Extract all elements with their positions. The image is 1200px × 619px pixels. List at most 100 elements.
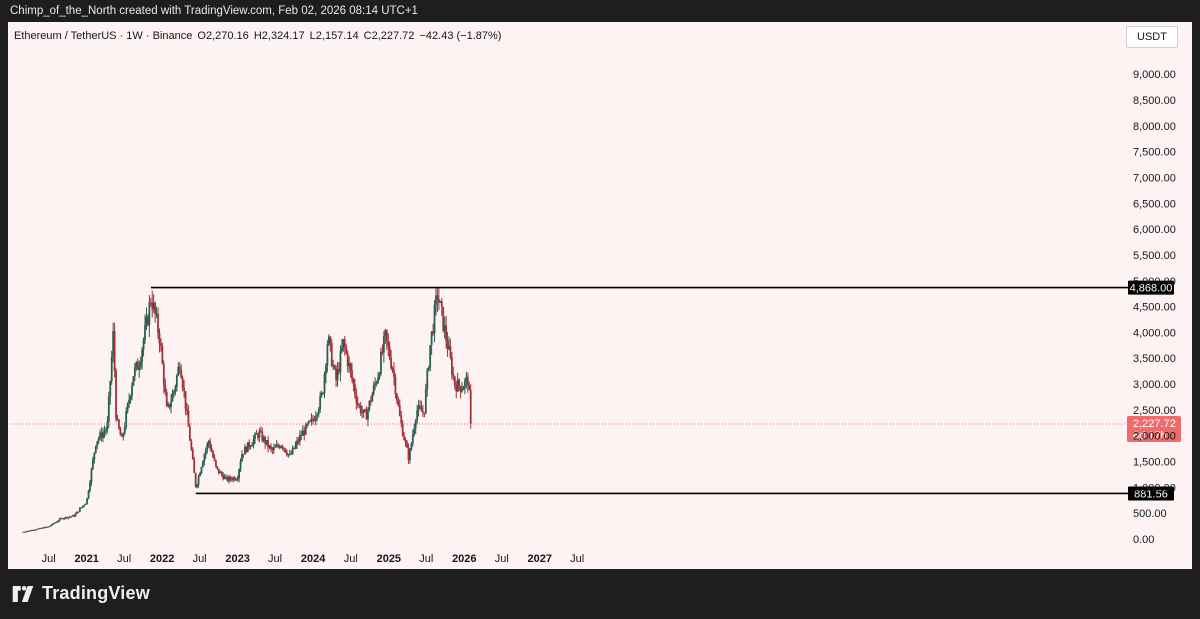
- y-tick-label: 5,000.00: [1133, 276, 1176, 288]
- candle-body: [148, 302, 151, 325]
- brand[interactable]: TradingView: [10, 583, 150, 604]
- y-tick-label: 1,500.00: [1133, 457, 1176, 469]
- candle-body: [178, 366, 181, 370]
- candle-body: [116, 418, 119, 420]
- candle-body: [57, 520, 60, 522]
- x-tick-label: 2022: [150, 553, 174, 565]
- candle-body: [242, 454, 245, 456]
- candle-body: [158, 332, 161, 344]
- candle-body: [31, 529, 33, 531]
- candle-body: [236, 478, 239, 480]
- low-value: L2,157.14: [309, 30, 359, 42]
- candle-body: [364, 409, 366, 412]
- candle-body: [251, 444, 254, 447]
- candle-body: [157, 313, 159, 333]
- candle-body: [270, 445, 272, 449]
- candle-body: [190, 440, 193, 450]
- candle-body: [29, 530, 32, 532]
- candle-body: [381, 351, 384, 353]
- candle-body: [465, 376, 468, 381]
- x-tick-label: Jul: [419, 553, 433, 565]
- symbol-label[interactable]: Ethereum / TetherUS · 1W · Binance: [14, 30, 193, 42]
- candle-body: [267, 440, 269, 448]
- candle-body: [423, 412, 426, 414]
- candle-body: [453, 376, 456, 387]
- candle-body: [261, 431, 264, 441]
- candle-body: [228, 476, 230, 481]
- chart-credit: Chimp_of_the_North created with TradingV…: [10, 5, 418, 17]
- x-tick-label: 2025: [377, 553, 401, 565]
- candle-body: [151, 302, 154, 310]
- candle-body: [60, 518, 62, 520]
- candle-body: [382, 336, 385, 353]
- candle-body: [239, 461, 242, 470]
- candle-body: [99, 432, 102, 439]
- x-tick-label: 2021: [74, 553, 98, 565]
- candle-body: [319, 395, 322, 410]
- y-axis: 0.00 500.00 1,000.00 1,500.00 2,000.00 2,500.…: [1133, 69, 1176, 546]
- candle-body: [194, 472, 197, 487]
- candle-body: [25, 531, 28, 533]
- candle-body: [91, 459, 94, 469]
- candle-body: [461, 389, 463, 392]
- candle-body: [131, 385, 133, 397]
- candle-body: [384, 330, 387, 337]
- candle-body: [329, 336, 332, 344]
- candle-body: [404, 439, 407, 443]
- candle-body: [220, 471, 223, 475]
- candle-body: [42, 527, 45, 529]
- candle-body: [175, 375, 178, 387]
- candles-layer: [22, 286, 472, 533]
- candle-body: [225, 476, 227, 478]
- candle-body: [285, 452, 288, 456]
- candle-body: [446, 340, 449, 350]
- candle-body: [215, 460, 217, 467]
- candle-body: [400, 415, 403, 424]
- candle-body: [226, 476, 229, 481]
- x-tick-label: 2027: [528, 553, 552, 565]
- candle-body: [377, 377, 379, 383]
- candle-body: [149, 302, 152, 304]
- y-tick-label: 8,000.00: [1133, 121, 1176, 133]
- last-price-tag: [1127, 415, 1181, 442]
- candle-body: [320, 393, 323, 396]
- candle-body: [280, 445, 282, 448]
- candle-body: [203, 454, 206, 462]
- candle-body: [252, 438, 255, 445]
- candle-body: [368, 400, 371, 410]
- candle-body: [278, 446, 281, 448]
- y-tick-label: 4,500.00: [1133, 302, 1176, 314]
- candle-body: [155, 313, 158, 315]
- candle-body: [197, 476, 200, 485]
- countdown-label: 6d 17h: [1133, 430, 1167, 442]
- currency-button[interactable]: USDT: [1126, 26, 1178, 48]
- candle-body: [417, 405, 420, 411]
- candle-body: [413, 428, 416, 435]
- y-tick-label: 2,500.00: [1133, 405, 1176, 417]
- candle-body: [450, 357, 453, 375]
- y-tick-label: 2,000.00: [1133, 431, 1176, 443]
- candle-body: [123, 426, 126, 434]
- candle-body: [264, 437, 267, 445]
- candle-body: [199, 473, 201, 477]
- level-tag: [1128, 280, 1174, 295]
- candle-body: [365, 411, 368, 420]
- candle-body: [196, 484, 199, 487]
- candle-body: [77, 511, 80, 513]
- candle-body: [136, 362, 139, 370]
- candle-body: [202, 461, 204, 468]
- candle-body: [297, 440, 300, 442]
- candle-body: [406, 442, 408, 448]
- candle-body: [249, 446, 252, 448]
- candle-body: [369, 400, 372, 402]
- chart-frame[interactable]: [8, 22, 1192, 569]
- candle-body: [327, 336, 330, 345]
- candle-body: [429, 345, 432, 368]
- candle-body: [403, 435, 406, 440]
- candle-body: [217, 468, 220, 474]
- candle-body: [407, 447, 410, 461]
- candle-body: [420, 407, 423, 412]
- candle-body: [445, 325, 448, 341]
- x-tick-label: 2026: [452, 553, 476, 565]
